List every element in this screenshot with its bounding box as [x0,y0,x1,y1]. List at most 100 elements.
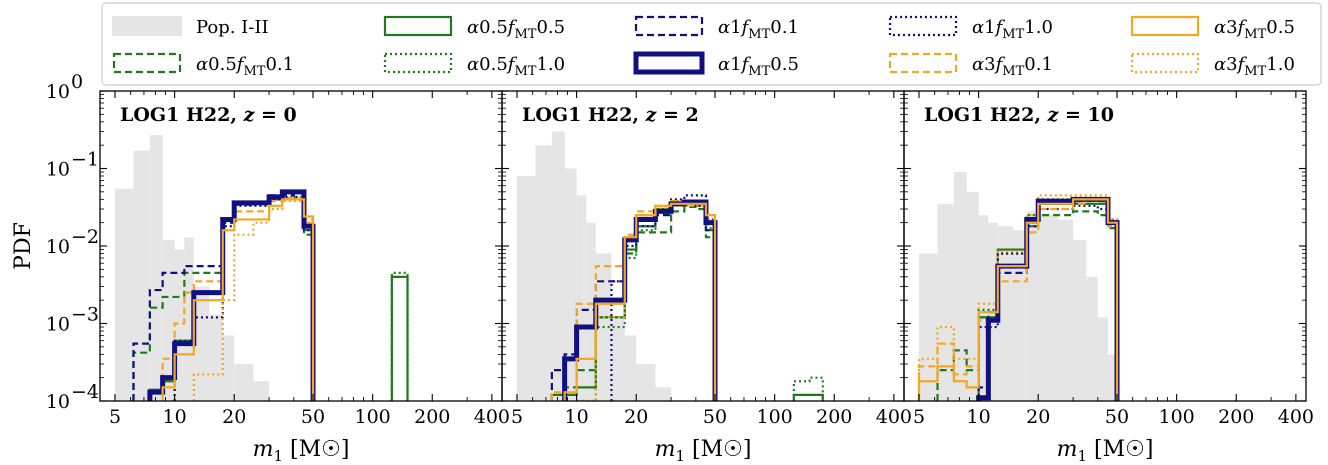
x-tick-label: 200 [816,406,852,428]
y-tick-base: 10 [46,159,70,181]
legend-label: α1fMT0.5 [718,54,799,79]
x-axis-title: m1 [M☉] [1057,437,1154,465]
series-o05 [563,202,717,401]
y-tick-base: 10 [46,81,70,103]
pop-bar [209,314,223,401]
pop-bar [953,172,967,401]
legend-entry-b01: α1fMT0.1 [634,15,799,42]
pop-bar [1038,215,1058,401]
panel-title: LOG1 H22, z = 0 [120,104,297,126]
pop-bar [918,253,938,401]
y-tick-exponent: −1 [71,149,99,171]
legend-swatch [1130,52,1200,74]
x-tick-label: 20 [624,406,648,428]
x-tick-label: 200 [1218,406,1254,428]
pop-bar [1086,276,1098,401]
y-tick-base: 10 [46,314,70,336]
pop-bar [997,226,1014,401]
legend-swatch [112,16,182,36]
panel-title: LOG1 H22, z = 10 [924,104,1114,126]
legend-entry-b05: α1fMT0.5 [633,51,799,79]
legend-entry-pop: Pop. I-II [112,16,269,38]
plot-area [917,172,1120,401]
x-tick-label: 5 [511,406,523,428]
x-tick-label: 5 [109,406,121,428]
legend-entry-b10: α1fMT1.0 [888,15,1053,42]
legend-label: α0.5fMT0.1 [196,54,294,79]
panel-title: LOG1 H22, z = 2 [522,104,699,126]
pop-bar [1057,219,1074,401]
legend-swatch [383,52,453,74]
x-tick-label: 10 [967,406,991,428]
pop-bar [114,188,134,401]
panel-1: 5 10 20 50 100 200 400 LOG1 H22, z = 0 m1 [M☉] [99,90,510,465]
legend-swatch [1130,15,1200,37]
pop-bar [1097,317,1108,401]
y-tick-label: 10 −2 [46,226,99,258]
pop-bar [586,222,596,401]
legend-entry-g01: α0.5fMT0.1 [112,52,294,79]
pop-bar [149,135,163,401]
legend-swatch [888,15,958,37]
legend: Pop. I-IIα0.5fMT0.1α0.5fMT0.5α0.5fMT1.0α… [101,2,1322,86]
plot-area [516,131,824,401]
pop-bar [611,317,625,401]
pop-bar [1073,239,1087,401]
pop-bar [162,239,175,401]
y-tick-label: 10 0 [46,71,83,103]
legend-label: α3fMT1.0 [1214,54,1295,79]
series-b05 [147,189,316,401]
x-tick-label: 50 [301,406,325,428]
legend-label: Pop. I-II [196,17,269,38]
legend-label: α1fMT0.1 [718,17,799,42]
pop-bar [564,168,577,401]
legend-label: α3fMT0.1 [972,54,1053,79]
legend-label: α1fMT1.0 [972,17,1053,42]
plot-area [114,135,409,401]
y-tick-exponent: 0 [71,71,83,93]
x-tick-label: 100 [757,406,793,428]
pop-bar [1107,354,1118,401]
x-tick-label: 400 [1278,406,1314,428]
pop-bar [193,286,210,401]
legend-entry-g05: α0.5fMT0.5 [383,15,565,42]
series-g10 [390,271,409,401]
y-tick-base: 10 [46,236,70,258]
x-tick-label: 20 [222,406,246,428]
pop-bar [978,215,989,401]
series-o05 [161,198,315,401]
series-o10 [192,199,315,401]
x-tick-label: 100 [1159,406,1195,428]
legend-swatch [112,52,182,74]
legend-entry-o10: α3fMT1.0 [1130,52,1295,79]
y-tick-base: 10 [46,391,70,413]
panel-3: 5 10 20 50 100 200 400 LOG1 H22, z = 10 m1 [M☉] [903,90,1314,465]
y-tick-exponent: −2 [71,226,99,248]
pop-bar [636,364,656,401]
pop-bar [184,237,194,401]
legend-swatch [383,15,453,37]
pop-bar [551,131,565,401]
legend-frame [101,2,1322,86]
legend-label: α0.5fMT0.5 [467,17,565,42]
series-o05 [917,198,1119,401]
series-g01 [563,205,717,401]
legend-swatch [633,51,705,75]
x-tick-label: 10 [163,406,187,428]
pop-bar [516,176,536,401]
pop-bar [966,191,979,401]
pop-bar [174,249,185,401]
pop-bar [655,387,672,401]
pop-bar [222,335,235,401]
y-tick-label: 10 −3 [46,304,99,336]
panel-2: 5 10 20 50 100 200 400 LOG1 H22, z = 2 m1 [M☉] [501,90,912,465]
series-g01 [936,210,1119,401]
pop-bar [133,150,150,401]
legend-swatch [888,52,958,74]
pop-bar [1026,211,1039,401]
x-tick-label: 5 [913,406,925,428]
y-tick-exponent: −4 [71,381,99,403]
pop-bar [535,145,552,401]
y-tick-exponent: −3 [71,304,99,326]
